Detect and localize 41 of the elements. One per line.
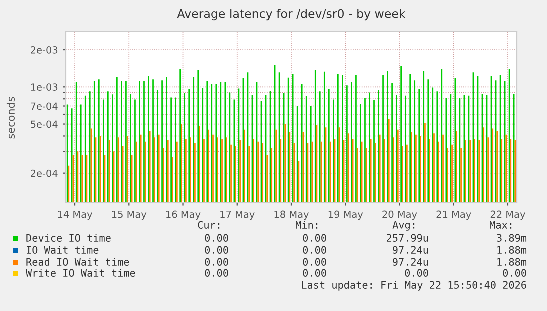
text: 0.00: [205, 234, 228, 242]
text: Cur:: [198, 221, 220, 229]
y-tick-label: 2e-04: [31, 170, 58, 178]
text: 0.00: [503, 269, 526, 277]
text: Min:: [296, 221, 318, 229]
y-axis-title: seconds: [6, 97, 16, 139]
text: 0.00: [205, 246, 228, 254]
text: 257.99u: [387, 234, 428, 242]
text: 0.00: [303, 269, 326, 277]
text: 3.89m: [497, 234, 527, 242]
text: 0.00: [303, 246, 326, 254]
legend-label: Read IO Wait time: [26, 258, 130, 266]
x-tick-label: 18 May: [274, 210, 309, 220]
text: 0.00: [405, 269, 428, 277]
legend-label: IO Wait time: [26, 246, 99, 254]
text: Max:: [490, 221, 512, 229]
text: 0.00: [205, 269, 228, 277]
y-tick-label: 2e-03: [31, 46, 58, 54]
text: 97.24u: [393, 246, 428, 254]
legend-label: Write IO Wait time: [26, 269, 136, 277]
text: 1.88m: [498, 246, 527, 254]
x-tick-label: 20 May: [382, 210, 418, 220]
x-tick-label: 15 May: [112, 210, 147, 220]
text: Last update: Fri May 22 15:50:40 2026: [302, 281, 526, 291]
y-tick-label: 1e-03: [31, 84, 58, 91]
x-tick-label: 14 May: [58, 210, 93, 220]
x-tick-label: 19 May: [328, 210, 364, 220]
text: 0.00: [303, 234, 326, 242]
y-tick-label: 7e-04: [31, 102, 58, 110]
chart-title: Average latency for /dev/sr0 - by week: [177, 9, 406, 21]
x-tick-label: 17 May: [220, 210, 255, 220]
x-tick-label: 21 May: [436, 210, 472, 220]
text: 97.24u: [393, 258, 428, 266]
legend-label: Device IO time: [26, 234, 111, 242]
text: 0.00: [205, 258, 228, 266]
text: 0.00: [303, 258, 326, 266]
x-tick-label: 16 May: [166, 210, 201, 220]
x-tick-label: 22 May: [490, 210, 526, 220]
text: 1.88m: [498, 258, 527, 266]
text: Avg:: [392, 221, 415, 231]
y-tick-label: 5e-04: [31, 120, 58, 128]
